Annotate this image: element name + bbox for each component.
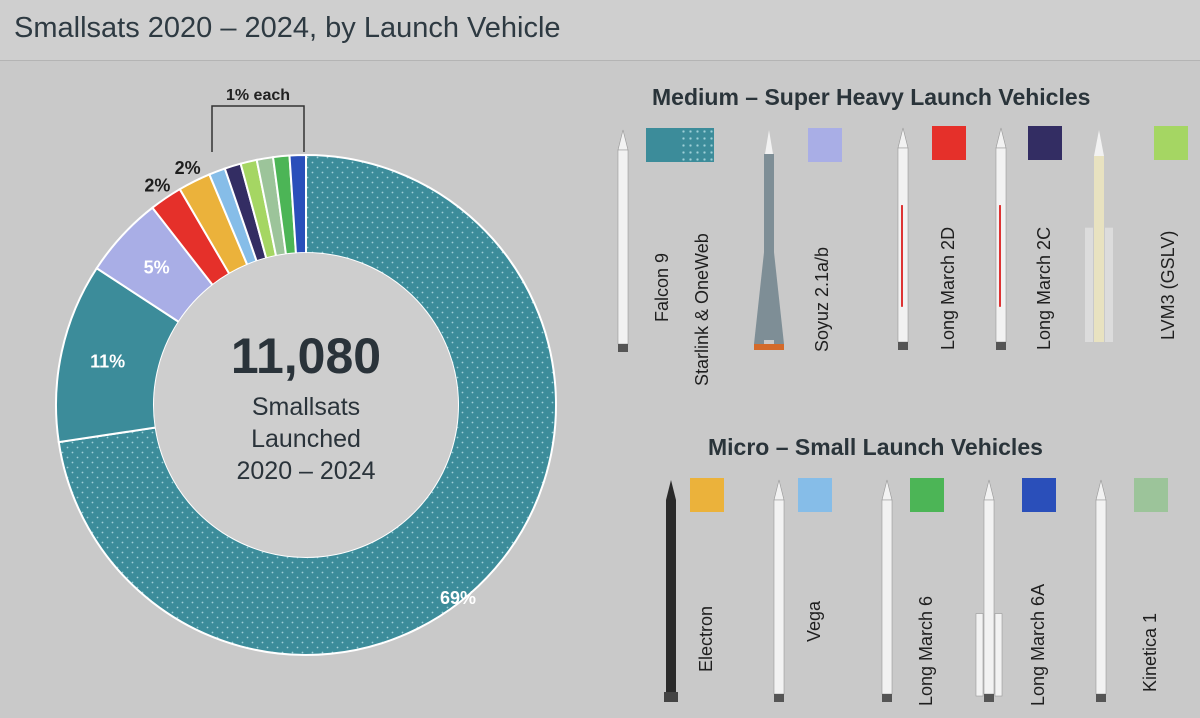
long-march-2c-rocket-icon [984, 126, 1018, 357]
swatch-long-march-6a [1022, 478, 1056, 512]
swatch-vega [798, 478, 832, 512]
slice-label-soyuz-2-1a-b: 5% [144, 258, 170, 278]
slice-label-starlink-oneweb: 69% [440, 588, 476, 608]
legend-item-electron: Electron [654, 478, 754, 708]
swatch-soyuz-2-1a-b [808, 128, 842, 162]
legend-item-long-march-6a: Long March 6A [972, 478, 1072, 708]
one-percent-bracket [211, 105, 305, 152]
swatch-long-march-2d [932, 126, 966, 160]
center-line-1: Smallsats [252, 393, 360, 421]
swatch-long-march-2c [1028, 126, 1062, 160]
legend-label-soyuz-2-1a-b: Soyuz 2.1a/b [812, 246, 832, 352]
soyuz-rocket-icon [752, 128, 786, 359]
slice-labels: 69% 11% 5% 2%2% [90, 158, 476, 608]
legend-label-kinetica-1: Kinetica 1 [1140, 612, 1160, 692]
center-line-3: 2020 – 2024 [236, 457, 375, 485]
page-title: Smallsats 2020 – 2024, by Launch Vehicle [14, 12, 561, 44]
slice-label-electron: 2% [175, 158, 201, 178]
swatch-falcon-9 [646, 128, 680, 162]
micro-section-title: Micro – Small Launch Vehicles [708, 434, 1043, 460]
legend-item-falcon-9: Falcon 9 [606, 128, 706, 358]
legend-item-vega: Vega [762, 478, 862, 708]
legend-label-long-march-6a: Long March 6A [1028, 583, 1048, 706]
legend-label-starlink-oneweb: Starlink & OneWeb [692, 233, 712, 386]
header-bar: Smallsats 2020 – 2024, by Launch Vehicle [0, 0, 1200, 61]
donut-chart: 69% 11% 5% 2%2% 11,080 Smallsats Launched 2… [55, 87, 557, 656]
legend-label-long-march-2d: Long March 2D [938, 226, 958, 350]
legend-label-lvm3-gslv: LVM3 (GSLV) [1158, 230, 1178, 340]
legend-label-long-march-2c: Long March 2C [1034, 226, 1054, 350]
swatch-long-march-6 [910, 478, 944, 512]
long-march-2d-rocket-icon [886, 126, 920, 357]
swatch-starlink-oneweb [680, 128, 714, 162]
swatch-kinetica-1 [1134, 478, 1168, 512]
long-march-6-rocket-icon [870, 478, 904, 709]
legend-item-long-march-2c: Long March 2C [984, 126, 1084, 356]
center-line-2: Launched [251, 425, 361, 453]
kinetica-1-rocket-icon [1084, 478, 1118, 709]
legend-item-long-march-2d: Long March 2D [886, 126, 986, 356]
electron-rocket-icon [654, 478, 688, 709]
legend-item-lvm3-gslv: LVM3 (GSLV) [1082, 126, 1188, 357]
one-percent-label: 1% each [226, 87, 290, 104]
legend-item-long-march-6: Long March 6 [870, 478, 970, 708]
medium-section-title: Medium – Super Heavy Launch Vehicles [652, 84, 1091, 110]
swatch-electron [690, 478, 724, 512]
donut-center-circle [154, 253, 458, 557]
legend-item-kinetica-1: Kinetica 1 [1084, 478, 1184, 708]
legend-label-vega: Vega [804, 600, 824, 642]
legend-label-electron: Electron [696, 605, 716, 672]
legend-label-falcon-9: Falcon 9 [652, 252, 672, 322]
legend-item-starlink-oneweb: Starlink & OneWeb [680, 128, 780, 386]
long-march-6a-rocket-icon [972, 478, 1006, 709]
falcon9-rocket-icon [606, 128, 640, 359]
swatch-lvm3-gslv [1154, 126, 1188, 160]
slice-label-long-march-2d: 2% [144, 176, 170, 196]
vega-rocket-icon [762, 478, 796, 709]
center-count: 11,080 [231, 328, 381, 384]
legend-item-soyuz-2-1a-b: Soyuz 2.1a/b [752, 128, 852, 358]
slice-label-falcon-9: 11% [90, 352, 125, 372]
lvm3-rocket-icon [1082, 126, 1116, 357]
legend-label-long-march-6: Long March 6 [916, 595, 936, 706]
